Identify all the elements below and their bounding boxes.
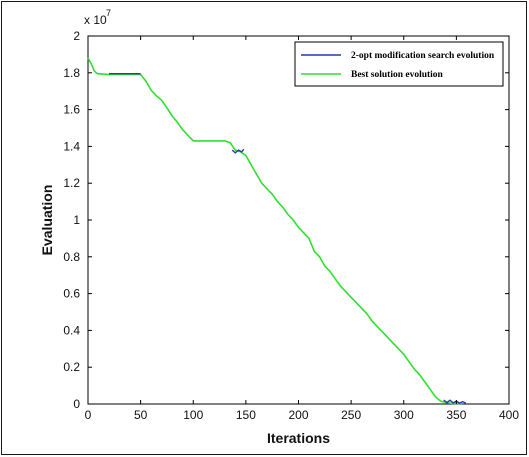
- series-layer: [87, 57, 467, 405]
- legend-label-2opt: 2-opt modification search evolution: [351, 51, 495, 61]
- legend-box: [294, 41, 504, 87]
- x-tick-label: 200: [288, 408, 308, 422]
- y-tick-label: 0.6: [63, 287, 80, 301]
- y-tick-label: 1.8: [63, 66, 80, 80]
- y-tick-label: 0: [73, 397, 80, 411]
- x-axis-title: Iterations: [267, 430, 330, 446]
- y-tick-label: 1.2: [63, 176, 80, 190]
- y-multiplier-exponent: 7: [106, 8, 111, 18]
- y-tick-label: 1.4: [63, 139, 80, 153]
- series-line-2opt-segment: [231, 148, 245, 154]
- x-tick-label: 100: [183, 408, 203, 422]
- y-tick-label: 1: [73, 213, 80, 227]
- x-tick-label: 250: [341, 408, 361, 422]
- y-tick-label: 0.2: [63, 360, 80, 374]
- x-tick-label: 300: [394, 408, 414, 422]
- x-tick-label: 150: [236, 408, 256, 422]
- y-axis-title: Evaluation: [39, 185, 55, 256]
- series-line-best-solution: [87, 57, 462, 405]
- legend: 2-opt modification search evolution Best…: [294, 41, 504, 87]
- x-tick-label: 400: [499, 408, 519, 422]
- legend-label-best: Best solution evolution: [351, 70, 444, 80]
- y-multiplier-label: x 10: [84, 13, 107, 27]
- x-tick-label: 350: [446, 408, 466, 422]
- y-tick-label: 0.8: [63, 250, 80, 264]
- y-tick-label: 0.4: [63, 323, 80, 337]
- x-tick-label: 50: [134, 408, 148, 422]
- series-line-2opt-segment: [443, 399, 467, 404]
- x-tick-label: 0: [85, 408, 92, 422]
- y-tick-label: 1.6: [63, 103, 80, 117]
- ticks-layer: 0 50 100 150 200 250 300 350 400 0 0.2 0.4 0.6 0.8 1 1.…: [63, 29, 519, 422]
- y-tick-label: 2: [73, 29, 80, 43]
